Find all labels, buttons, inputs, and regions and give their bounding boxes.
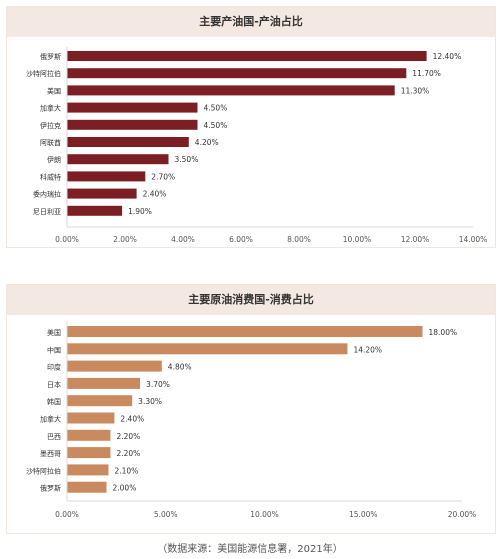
- bar: [67, 102, 198, 113]
- category-label: 印度: [47, 363, 61, 372]
- bar: [67, 447, 111, 459]
- production-bar-chart: 俄罗斯 12.40% 沙特阿拉伯 11.70% 美国 11.30% 加拿大 4.50% 伊拉克 4…: [26, 47, 488, 244]
- category-label: 墨西哥: [40, 450, 61, 458]
- category-label: 韩国: [47, 397, 61, 406]
- category-label: 美国: [47, 86, 61, 95]
- panel-header: [7, 285, 495, 315]
- x-tick-label: 12.00%: [401, 235, 430, 244]
- category-label: 美国: [47, 328, 61, 337]
- category-label: 委内瑞拉: [33, 190, 61, 199]
- value-label: 2.20%: [116, 432, 140, 441]
- x-tick-label: 0.00%: [55, 235, 79, 244]
- value-label: 2.40%: [143, 190, 167, 199]
- bar: [67, 188, 137, 199]
- category-label: 沙特阿拉伯: [26, 69, 61, 78]
- value-label: 4.20%: [195, 138, 219, 147]
- value-label: 2.70%: [151, 172, 175, 181]
- bar: [67, 481, 107, 493]
- x-tick-label: 5.00%: [154, 510, 178, 519]
- value-label: 2.00%: [113, 484, 137, 493]
- bar: [67, 464, 109, 476]
- value-label: 18.00%: [429, 328, 458, 337]
- bar: [67, 360, 162, 372]
- value-label: 2.10%: [114, 466, 138, 475]
- value-label: 4.80%: [168, 363, 192, 372]
- chart-title: 主要产油国-产油占比: [199, 15, 303, 28]
- chart-panel-consumption: 主要原油消费国-消费占比 美国 18.00% 中国 14.20% 印度 4.80% 日本 3.…: [6, 284, 496, 534]
- bar: [67, 68, 407, 79]
- x-tick-label: 15.00%: [349, 510, 378, 519]
- x-tick-label: 10.00%: [250, 510, 279, 519]
- source-note: （数据来源：美国能源信息署，2021年）: [157, 544, 343, 555]
- bar: [67, 326, 423, 337]
- x-tick-label: 4.00%: [171, 235, 195, 244]
- value-label: 11.30%: [401, 86, 430, 95]
- consumption-bar-chart: 美国 18.00% 中国 14.20% 印度 4.80% 日本 3.70% 韩国 3.30% 加拿大…: [26, 322, 477, 519]
- value-label: 12.40%: [433, 52, 462, 61]
- category-label: 科威特: [40, 172, 61, 181]
- category-label: 阿联酋: [40, 138, 61, 147]
- value-label: 1.90%: [128, 207, 152, 216]
- bar: [67, 412, 115, 424]
- bar: [67, 85, 395, 96]
- category-label: 加拿大: [40, 415, 61, 424]
- category-label: 巴西: [47, 433, 61, 441]
- value-label: 3.50%: [175, 155, 199, 164]
- panel-header: [7, 7, 495, 37]
- bar: [67, 119, 198, 130]
- x-tick-label: 20.00%: [448, 510, 477, 519]
- category-label: 伊拉克: [40, 121, 61, 130]
- value-label: 3.70%: [146, 380, 170, 389]
- x-tick-label: 10.00%: [343, 235, 372, 244]
- value-label: 3.30%: [138, 397, 162, 406]
- value-label: 4.50%: [204, 104, 228, 113]
- category-label: 加拿大: [40, 104, 61, 113]
- x-tick-label: 8.00%: [287, 235, 311, 244]
- chart-title: 主要原油消费国-消费占比: [188, 293, 314, 306]
- bar: [67, 137, 189, 147]
- category-label: 沙特阿拉伯: [26, 466, 61, 475]
- chart-panel-production: 主要产油国-产油占比 俄罗斯 12.40% 沙特阿拉伯 11.70% 美国 11.30% 加…: [6, 6, 496, 248]
- bar: [67, 205, 123, 216]
- x-tick-label: 2.00%: [113, 235, 137, 244]
- category-label: 日本: [47, 380, 61, 389]
- bar: [67, 51, 427, 61]
- value-label: 11.70%: [412, 69, 441, 78]
- x-tick-label: 14.00%: [459, 235, 488, 244]
- category-label: 伊朗: [47, 155, 61, 164]
- value-label: 2.40%: [120, 415, 144, 424]
- x-tick-label: 6.00%: [229, 235, 253, 244]
- value-label: 2.20%: [116, 449, 140, 458]
- value-label: 14.20%: [353, 345, 382, 354]
- bar: [67, 429, 111, 441]
- bar: [67, 171, 146, 182]
- value-label: 4.50%: [204, 121, 228, 130]
- bar: [67, 343, 348, 355]
- bar: [67, 395, 133, 407]
- bar: [67, 154, 169, 165]
- category-label: 俄罗斯: [40, 52, 61, 61]
- category-label: 俄罗斯: [40, 484, 61, 493]
- category-label: 尼日利亚: [33, 207, 61, 216]
- category-label: 中国: [47, 345, 61, 354]
- x-tick-label: 0.00%: [55, 510, 79, 519]
- bar: [67, 377, 141, 389]
